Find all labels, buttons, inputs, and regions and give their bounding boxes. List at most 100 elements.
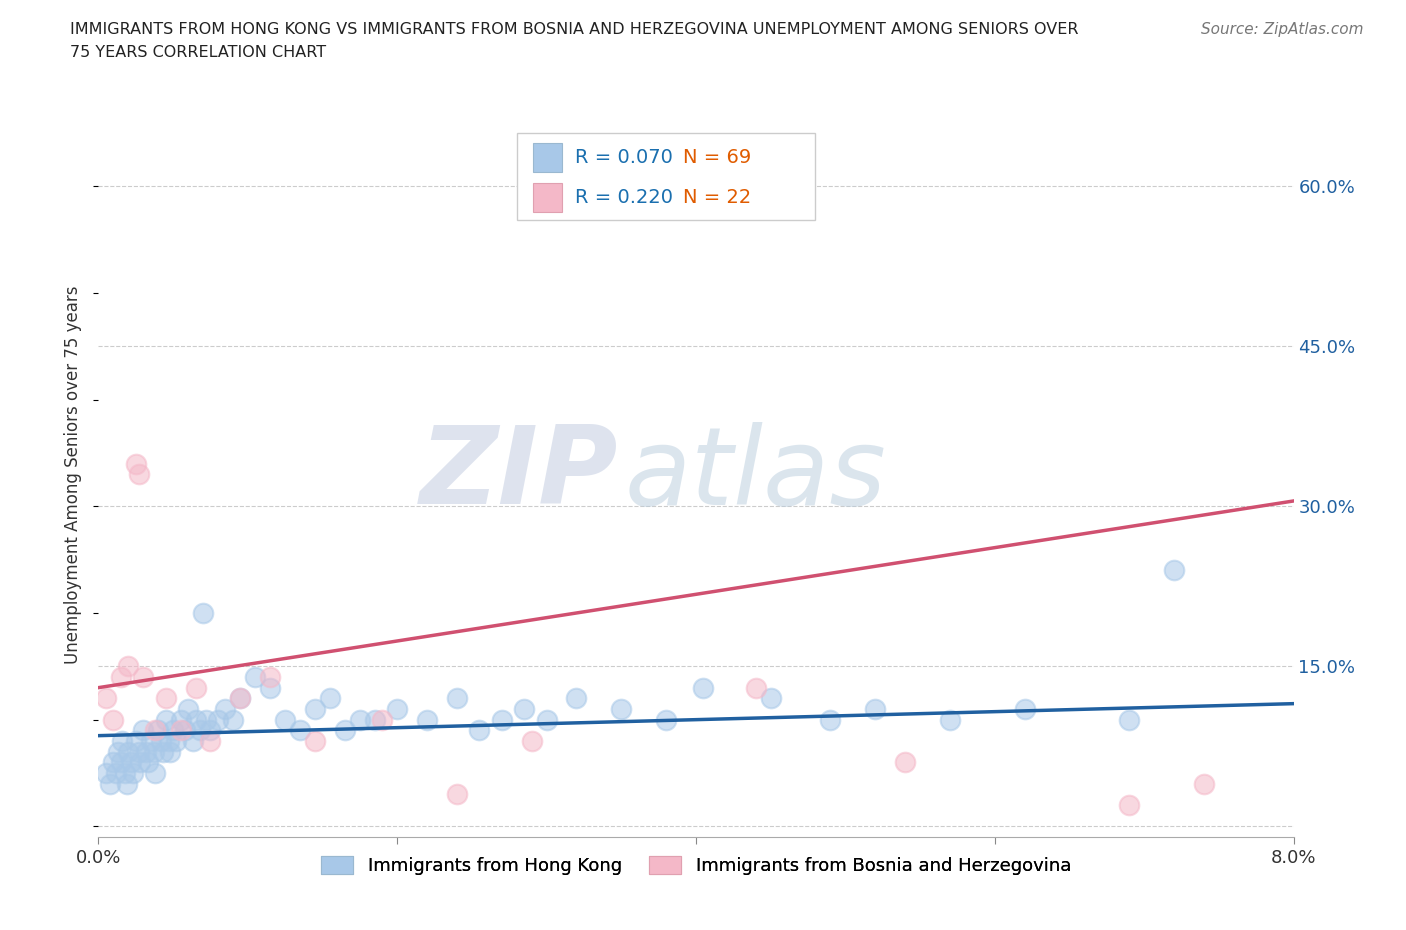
Point	[1014, 701, 1036, 716]
Point	[110, 755, 132, 770]
Point	[128, 744, 150, 759]
Point	[207, 712, 229, 727]
Point	[132, 670, 155, 684]
Point	[468, 723, 491, 737]
Text: atlas: atlas	[624, 422, 886, 526]
Point	[491, 712, 513, 727]
Text: R = 0.070: R = 0.070	[575, 148, 673, 167]
Point	[129, 755, 152, 770]
Point	[416, 712, 439, 727]
Point	[181, 734, 204, 749]
Text: 75 YEARS CORRELATION CHART: 75 YEARS CORRELATION CHART	[70, 45, 326, 60]
Point	[174, 723, 197, 737]
Point	[191, 605, 214, 620]
Point	[114, 765, 136, 780]
Point	[139, 734, 162, 749]
Point	[200, 734, 222, 749]
Point	[111, 734, 134, 749]
Point	[385, 701, 409, 716]
Point	[446, 787, 468, 802]
Point	[165, 734, 187, 749]
Point	[610, 701, 633, 716]
Point	[229, 691, 252, 706]
Point	[120, 755, 142, 770]
Point	[169, 712, 191, 727]
Point	[200, 723, 222, 737]
Point	[184, 680, 207, 695]
Point	[132, 723, 155, 737]
Point	[162, 723, 184, 737]
Point	[159, 744, 181, 759]
Point	[1118, 712, 1140, 727]
Point	[155, 691, 177, 706]
Point	[105, 765, 128, 780]
Point	[150, 734, 173, 749]
Point	[125, 734, 148, 749]
Point	[865, 701, 887, 716]
Point	[103, 755, 125, 770]
Point	[745, 680, 768, 695]
FancyBboxPatch shape	[517, 133, 815, 220]
Point	[655, 712, 678, 727]
Text: R = 0.220: R = 0.220	[575, 188, 673, 207]
Text: N = 69: N = 69	[683, 148, 751, 167]
Point	[536, 712, 558, 727]
Point	[125, 457, 148, 472]
Point	[121, 765, 143, 780]
Point	[245, 670, 267, 684]
Point	[188, 723, 211, 737]
Point	[1192, 777, 1215, 791]
Point	[364, 712, 387, 727]
Text: ZIP: ZIP	[420, 421, 619, 527]
Point	[195, 712, 218, 727]
Point	[135, 744, 157, 759]
Point	[136, 755, 159, 770]
Y-axis label: Unemployment Among Seniors over 75 years: Unemployment Among Seniors over 75 years	[65, 286, 83, 663]
Point	[894, 755, 917, 770]
Point	[222, 712, 245, 727]
Point	[148, 723, 170, 737]
Point	[349, 712, 371, 727]
Point	[820, 712, 842, 727]
Legend: Immigrants from Hong Kong, Immigrants from Bosnia and Herzegovina: Immigrants from Hong Kong, Immigrants fr…	[314, 848, 1078, 883]
Point	[169, 723, 191, 737]
Point	[446, 691, 468, 706]
Point	[1118, 798, 1140, 813]
Point	[117, 744, 139, 759]
Point	[107, 744, 129, 759]
Point	[103, 712, 125, 727]
Text: IMMIGRANTS FROM HONG KONG VS IMMIGRANTS FROM BOSNIA AND HERZEGOVINA UNEMPLOYMENT: IMMIGRANTS FROM HONG KONG VS IMMIGRANTS …	[70, 22, 1078, 37]
Point	[177, 701, 200, 716]
Point	[117, 658, 139, 673]
Point	[259, 670, 281, 684]
Point	[520, 734, 543, 749]
Point	[513, 701, 536, 716]
Point	[152, 744, 174, 759]
Point	[184, 712, 207, 727]
Point	[288, 723, 311, 737]
FancyBboxPatch shape	[533, 183, 562, 212]
Point	[759, 691, 782, 706]
Point	[939, 712, 962, 727]
Point	[94, 765, 117, 780]
Text: N = 22: N = 22	[683, 188, 751, 207]
Point	[94, 691, 117, 706]
Point	[157, 734, 180, 749]
Point	[128, 467, 150, 482]
Point	[274, 712, 297, 727]
Point	[1163, 563, 1185, 578]
Point	[142, 744, 165, 759]
Point	[155, 712, 177, 727]
Point	[143, 765, 166, 780]
Point	[304, 734, 326, 749]
Point	[304, 701, 326, 716]
Point	[143, 723, 166, 737]
Point	[319, 691, 342, 706]
Point	[115, 777, 138, 791]
Point	[259, 680, 281, 695]
Text: Source: ZipAtlas.com: Source: ZipAtlas.com	[1201, 22, 1364, 37]
Point	[371, 712, 394, 727]
FancyBboxPatch shape	[533, 143, 562, 172]
Point	[565, 691, 588, 706]
Point	[692, 680, 714, 695]
